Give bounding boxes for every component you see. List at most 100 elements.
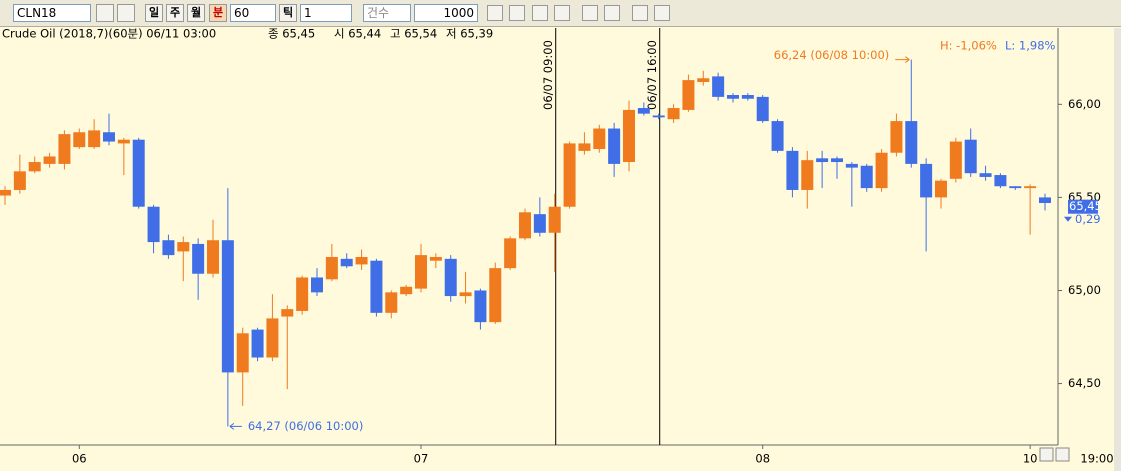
week-button[interactable]: 주 (166, 4, 184, 22)
x-tick-label: 07 (414, 452, 429, 466)
note-label: 64,27 (06/06 10:00) (248, 419, 363, 433)
candle-body (652, 115, 665, 118)
candle-body (979, 173, 992, 177)
candle-body (548, 206, 561, 233)
candle-body (236, 333, 249, 373)
chart-header-close: 종 65,45 (268, 27, 315, 41)
candle-body (741, 95, 754, 99)
candle-body (667, 108, 680, 120)
candle-body (474, 290, 487, 323)
candle-body (682, 80, 695, 110)
chart-header-open: 시 65,44 (334, 27, 381, 41)
candle-body (801, 160, 814, 190)
candle-body (1038, 197, 1051, 203)
price-tag (1068, 199, 1098, 214)
candle-body (578, 143, 591, 151)
chart-header-high: 고 65,54 (390, 27, 437, 41)
candle-body (251, 329, 264, 358)
minute-button[interactable]: 분 (209, 4, 227, 22)
candle-body (296, 277, 309, 311)
candle-body (697, 78, 710, 82)
candle-body (162, 240, 175, 256)
y-tick-label: 64,50 (1068, 376, 1101, 390)
note-label: 66,24 (06/08 10:00) (774, 48, 890, 62)
price-tag-label: 65,45 (1069, 199, 1102, 213)
tick-button[interactable]: 틱 (279, 4, 297, 22)
candle-body (726, 95, 739, 99)
interval-field[interactable]: 60 (230, 4, 276, 22)
candle-body (73, 132, 86, 148)
candle-body (444, 258, 457, 297)
y-tick-label: 66,00 (1068, 97, 1101, 111)
candle-body (102, 132, 115, 142)
candle-body (816, 158, 829, 163)
candle-body (905, 121, 918, 164)
candle-body (920, 163, 933, 198)
x-tick-label: 10 (1023, 452, 1038, 466)
candle-body (117, 139, 130, 144)
candle-body (949, 141, 962, 179)
x-tick-label: 06 (72, 452, 87, 466)
candle-body (0, 189, 11, 196)
candle-body (281, 309, 294, 317)
candle-body (221, 240, 234, 373)
tick-count-field[interactable]: 1 (300, 4, 352, 22)
candle-body (310, 277, 323, 293)
candle-body (400, 286, 413, 295)
search-button[interactable] (96, 4, 114, 22)
candle-body (756, 96, 769, 122)
candle-body (860, 165, 873, 189)
candle-body (147, 206, 160, 243)
candle-body (28, 162, 41, 172)
remove-button[interactable] (117, 4, 135, 22)
tool-icon[interactable] (582, 5, 598, 21)
candle-body (786, 150, 799, 190)
candle-body (637, 108, 650, 114)
month-button[interactable]: 월 (187, 4, 205, 22)
tool-icon[interactable] (509, 5, 525, 21)
symbol-field[interactable]: CLN18 (13, 4, 91, 22)
tool-icon[interactable] (654, 5, 670, 21)
range-high: H: -1,06% (940, 39, 997, 53)
toolbar: CLN18 일 주 월 분 60 틱 1 건수 1000 (0, 0, 1121, 27)
note-arrowhead (229, 422, 235, 430)
marker-label: 06/07 09:00 (541, 40, 555, 110)
candle-body (459, 292, 472, 297)
candle-body (830, 158, 843, 163)
candle-body (206, 240, 219, 274)
tool-icon[interactable] (604, 5, 620, 21)
zoom-button[interactable] (1039, 447, 1054, 462)
range-low: L: 1,98% (1005, 39, 1056, 53)
scrollbar (1114, 28, 1121, 471)
y-tick-label: 65,00 (1068, 283, 1101, 297)
candle-body (88, 130, 101, 148)
count-label[interactable]: 건수 (363, 4, 411, 22)
tool-icon[interactable] (632, 5, 648, 21)
x-tick-label: 08 (755, 452, 770, 466)
candle-body (518, 212, 531, 239)
tool-icon[interactable] (554, 5, 570, 21)
candle-body (890, 121, 903, 153)
candle-body (414, 255, 427, 289)
time-label: 19:00 (1080, 452, 1113, 466)
candle-body (994, 175, 1007, 187)
tool-icon[interactable] (487, 5, 503, 21)
tool-icon[interactable] (532, 5, 548, 21)
count-field[interactable]: 1000 (414, 4, 478, 22)
day-button[interactable]: 일 (145, 4, 163, 22)
candle-body (771, 121, 784, 151)
candle-body (325, 256, 338, 280)
candle-body (875, 152, 888, 189)
candle-body (1009, 186, 1022, 189)
change-label: 0,29 (1075, 212, 1101, 226)
candle-body (845, 163, 858, 168)
candle-body (622, 109, 635, 163)
chart-header-low: 저 65,39 (446, 27, 493, 41)
candle-body (370, 260, 383, 313)
candle-body (934, 180, 947, 198)
candle-body (964, 139, 977, 174)
search-button[interactable] (1055, 447, 1070, 462)
